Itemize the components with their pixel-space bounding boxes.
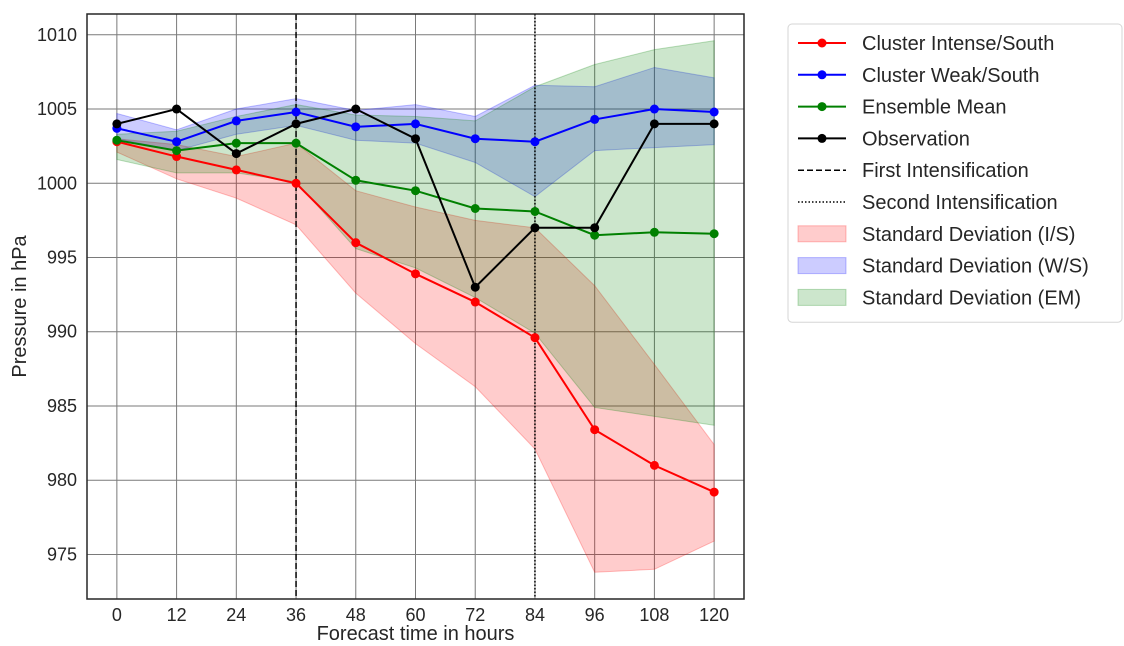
y-tick-labels: 975 980 985 990 995 1000 1005 1010 <box>37 25 77 565</box>
legend-items: Cluster Intense/South Cluster Weak/South E… <box>797 33 1089 309</box>
point-ensemble-mean <box>231 138 241 148</box>
point-cluster-intense-south <box>411 269 420 279</box>
point-observation <box>351 104 361 114</box>
x-tick-label: 0 <box>112 605 122 625</box>
x-tick-label: 36 <box>286 605 306 625</box>
y-tick-label: 1010 <box>37 25 77 45</box>
point-cluster-intense-south <box>530 333 540 343</box>
y-axis-title: Pressure in hPa <box>9 234 31 377</box>
band-standard-deviation-i-s <box>116 138 715 573</box>
y-tick-label: 1005 <box>37 99 77 119</box>
y-tick-label: 975 <box>47 544 77 564</box>
point-cluster-weak-south <box>172 137 182 147</box>
point-observation <box>530 223 540 233</box>
plot-area <box>86 13 745 600</box>
x-tick-label: 96 <box>585 605 605 625</box>
legend-label-second-intensification: Second Intensification <box>862 192 1058 214</box>
y-tick-label: 1000 <box>37 173 77 193</box>
point-cluster-weak-south <box>351 122 361 132</box>
legend-handle-ensemble-mean-marker <box>817 102 827 112</box>
x-tick-label: 108 <box>639 605 669 625</box>
series-lines <box>112 104 719 497</box>
point-cluster-weak-south <box>231 116 241 126</box>
y-tick-label: 980 <box>47 470 77 490</box>
point-cluster-intense-south <box>351 238 361 248</box>
legend-label-cluster-intense-south: Cluster Intense/South <box>862 33 1054 55</box>
point-cluster-intense-south <box>709 487 719 497</box>
x-tick-label: 120 <box>699 605 729 625</box>
point-observation <box>649 119 659 129</box>
point-ensemble-mean <box>649 227 659 237</box>
legend-frame <box>787 23 1123 323</box>
point-cluster-weak-south <box>411 119 420 129</box>
legend-label-standard-deviation-w-s: Standard Deviation (W/S) <box>862 256 1089 278</box>
point-cluster-weak-south <box>291 107 301 117</box>
point-ensemble-mean <box>351 175 361 185</box>
point-observation <box>411 134 420 144</box>
legend-label-standard-deviation-i-s: Standard Deviation (I/S) <box>862 224 1075 246</box>
point-observation <box>172 104 182 114</box>
x-tick-labels: 0 12 24 36 48 60 72 84 96 108 120 <box>112 605 729 625</box>
point-cluster-intense-south <box>231 165 241 175</box>
point-cluster-weak-south <box>530 137 540 147</box>
point-ensemble-mean <box>112 135 122 145</box>
point-ensemble-mean <box>291 138 301 148</box>
legend-handle-standard-deviation-w-s <box>797 257 847 275</box>
point-cluster-weak-south <box>590 114 600 124</box>
point-ensemble-mean <box>411 186 420 196</box>
plot-frame <box>86 13 745 600</box>
x-tick-label: 84 <box>525 605 545 625</box>
y-tick-label: 995 <box>47 248 77 268</box>
point-cluster-intense-south <box>470 297 480 307</box>
legend: Cluster Intense/South Cluster Weak/South E… <box>787 23 1123 323</box>
legend-handle-cluster-weak-south-marker <box>817 70 827 80</box>
x-tick-label: 24 <box>226 605 246 625</box>
legend-handle-standard-deviation-em <box>797 288 847 306</box>
legend-handle-cluster-intense-south-marker <box>817 38 827 48</box>
x-axis-title: Forecast time in hours <box>317 623 515 645</box>
point-ensemble-mean <box>530 206 540 216</box>
legend-label-ensemble-mean: Ensemble Mean <box>862 97 1007 119</box>
reference-lines <box>295 14 536 599</box>
point-observation <box>231 149 241 159</box>
legend-label-standard-deviation-em: Standard Deviation (EM) <box>862 287 1081 309</box>
legend-handle-standard-deviation-i-s <box>797 225 847 243</box>
y-tick-label: 990 <box>47 322 77 342</box>
point-cluster-intense-south <box>291 178 301 188</box>
x-tick-label: 48 <box>346 605 366 625</box>
legend-label-observation: Observation <box>862 128 970 150</box>
point-cluster-intense-south <box>590 425 600 435</box>
point-cluster-weak-south <box>649 104 659 114</box>
y-tick-label: 985 <box>47 396 77 416</box>
legend-label-first-intensification: First Intensification <box>862 160 1029 182</box>
point-cluster-weak-south <box>709 107 719 117</box>
legend-label-cluster-weak-south: Cluster Weak/South <box>862 65 1040 87</box>
point-ensemble-mean <box>709 229 719 239</box>
x-tick-label: 72 <box>465 605 485 625</box>
point-ensemble-mean <box>172 146 182 156</box>
point-cluster-weak-south <box>470 134 480 144</box>
legend-handle-observation-marker <box>817 133 827 143</box>
x-tick-label: 12 <box>167 605 187 625</box>
x-tick-label: 60 <box>405 605 425 625</box>
band-standard-deviation-w-s <box>116 66 715 198</box>
point-observation <box>291 119 301 129</box>
point-cluster-intense-south <box>649 460 659 470</box>
point-ensemble-mean <box>470 204 480 214</box>
point-observation <box>470 282 480 292</box>
point-ensemble-mean <box>590 230 600 240</box>
point-observation <box>112 119 122 129</box>
point-observation <box>709 119 719 129</box>
point-observation <box>590 223 600 233</box>
